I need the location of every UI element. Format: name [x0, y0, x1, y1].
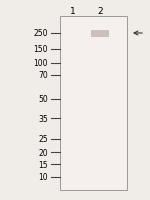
Text: 2: 2 [97, 7, 103, 16]
Text: 10: 10 [38, 173, 48, 182]
Bar [91, 30, 109, 37]
Text: 1: 1 [70, 7, 76, 16]
Text: 25: 25 [38, 135, 48, 144]
Text: 35: 35 [38, 114, 48, 123]
Text: 100: 100 [33, 59, 48, 68]
Bar [60, 17, 127, 190]
Text: 150: 150 [33, 45, 48, 54]
Text: 20: 20 [38, 148, 48, 157]
Text: 15: 15 [38, 160, 48, 169]
Text: 50: 50 [38, 95, 48, 104]
Text: 70: 70 [38, 71, 48, 80]
Text: 250: 250 [33, 29, 48, 38]
